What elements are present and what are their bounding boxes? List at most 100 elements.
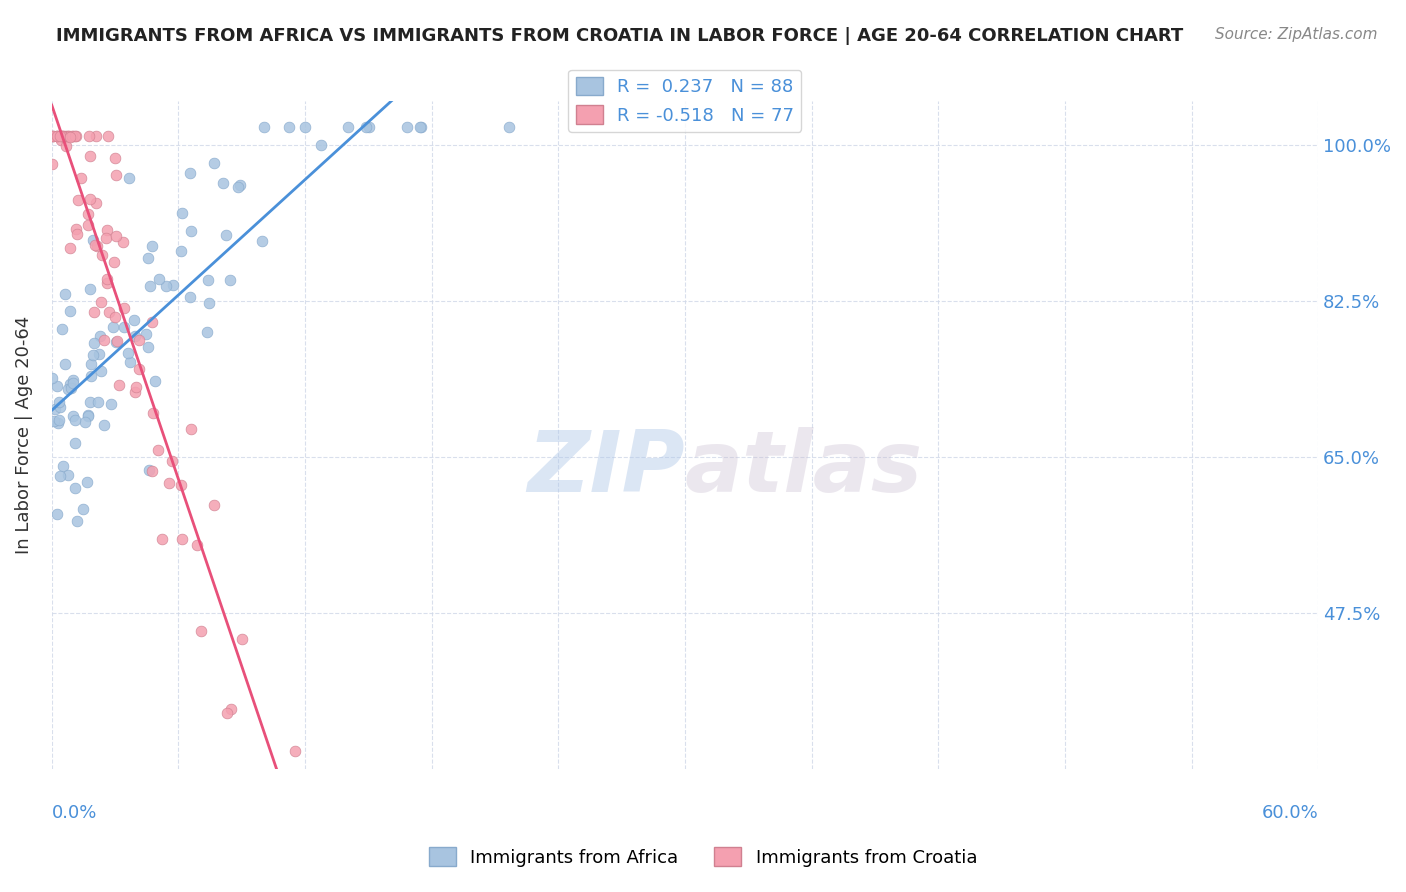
Point	[359, 120, 381, 135]
Point	[41, 156, 63, 170]
Point	[105, 334, 128, 349]
Point	[211, 176, 233, 190]
Point	[190, 624, 212, 639]
Point	[148, 272, 170, 286]
Point	[45, 507, 67, 521]
Point	[125, 379, 148, 393]
Point	[411, 120, 433, 135]
Point	[284, 744, 307, 758]
Point	[55, 129, 77, 144]
Point	[336, 120, 359, 135]
Point	[170, 532, 193, 546]
Point	[229, 178, 252, 192]
Point	[76, 475, 98, 489]
Point	[180, 224, 202, 238]
Point	[48, 129, 70, 144]
Point	[49, 469, 72, 483]
Point	[103, 152, 125, 166]
Point	[55, 138, 77, 153]
Point	[197, 273, 219, 287]
Point	[226, 180, 249, 194]
Point	[66, 514, 89, 528]
Point	[152, 533, 174, 547]
Point	[202, 499, 225, 513]
Point	[396, 120, 419, 135]
Point	[56, 382, 79, 396]
Point	[170, 478, 193, 492]
Point	[136, 251, 159, 265]
Point	[59, 130, 82, 145]
Point	[60, 381, 83, 395]
Point	[83, 237, 105, 252]
Point	[49, 129, 72, 144]
Point	[498, 120, 520, 135]
Point	[77, 408, 100, 422]
Point	[42, 129, 65, 144]
Point	[98, 305, 121, 319]
Point	[83, 305, 105, 319]
Point	[96, 223, 118, 237]
Point	[83, 336, 105, 351]
Point	[79, 282, 101, 296]
Point	[84, 196, 107, 211]
Point	[107, 334, 129, 348]
Point	[59, 241, 82, 255]
Point	[103, 255, 125, 269]
Point	[79, 192, 101, 206]
Point	[82, 348, 104, 362]
Point	[77, 218, 100, 232]
Point	[139, 278, 162, 293]
Point	[142, 406, 165, 420]
Point	[186, 538, 208, 552]
Point	[179, 166, 201, 180]
Point	[49, 401, 72, 415]
Point	[104, 310, 127, 325]
Point	[67, 193, 90, 207]
Point	[93, 418, 115, 433]
Point	[52, 458, 75, 473]
Point	[96, 272, 118, 286]
Point	[124, 328, 146, 343]
Point	[41, 129, 63, 144]
Point	[198, 295, 221, 310]
Point	[51, 322, 73, 336]
Point	[48, 395, 70, 409]
Point	[162, 453, 184, 467]
Point	[112, 320, 135, 334]
Y-axis label: In Labor Force | Age 20-64: In Labor Force | Age 20-64	[15, 316, 32, 554]
Point	[48, 413, 70, 427]
Point	[58, 129, 80, 144]
Point	[309, 138, 332, 153]
Point	[79, 149, 101, 163]
Point	[59, 377, 82, 392]
Point	[108, 378, 131, 392]
Point	[65, 221, 87, 235]
Point	[409, 120, 432, 135]
Point	[96, 276, 118, 290]
Point	[80, 357, 103, 371]
Point	[63, 481, 86, 495]
Point	[66, 227, 89, 241]
Point	[56, 129, 79, 144]
Point	[59, 303, 82, 318]
Text: 60.0%: 60.0%	[1261, 805, 1319, 822]
Text: atlas: atlas	[685, 426, 924, 509]
Point	[80, 368, 103, 383]
Point	[112, 301, 135, 315]
Point	[120, 355, 142, 369]
Point	[111, 235, 134, 250]
Point	[104, 229, 127, 244]
Point	[49, 133, 72, 147]
Point	[202, 156, 225, 170]
Point	[179, 290, 201, 304]
Legend: Immigrants from Africa, Immigrants from Croatia: Immigrants from Africa, Immigrants from …	[422, 840, 984, 874]
Point	[128, 333, 150, 347]
Text: IMMIGRANTS FROM AFRICA VS IMMIGRANTS FROM CROATIA IN LABOR FORCE | AGE 20-64 COR: IMMIGRANTS FROM AFRICA VS IMMIGRANTS FRO…	[56, 27, 1184, 45]
Point	[46, 417, 69, 431]
Point	[62, 376, 84, 391]
Point	[76, 207, 98, 221]
Point	[79, 395, 101, 409]
Point	[180, 422, 202, 436]
Point	[135, 326, 157, 341]
Point	[278, 120, 301, 135]
